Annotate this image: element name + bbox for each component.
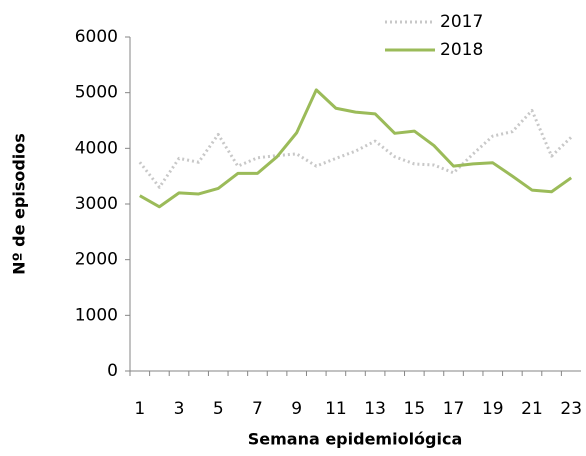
y-tick-label: 4000 — [75, 138, 118, 158]
y-axis-label: Nº de episodios — [10, 133, 29, 275]
x-tick-label: 5 — [213, 399, 224, 419]
series-line — [139, 88, 573, 209]
x-tick-label: 7 — [252, 399, 263, 419]
y-tick-label: 1000 — [75, 305, 118, 325]
x-tick-label: 1 — [134, 399, 145, 419]
x-tick-label: 13 — [364, 399, 386, 419]
y-tick-label: 0 — [107, 361, 118, 381]
x-tick-label: 19 — [482, 399, 504, 419]
x-axis-label: Semana epidemiológica — [248, 430, 463, 449]
y-tick-label: 2000 — [75, 250, 118, 270]
y-tick-label: 6000 — [75, 27, 118, 47]
series-line — [138, 108, 573, 189]
x-tick-label: 9 — [291, 399, 302, 419]
x-tick-label: 23 — [560, 399, 582, 419]
y-tick-label: 3000 — [75, 194, 118, 214]
legend-label: 2018 — [440, 40, 483, 60]
legend-label: 2017 — [440, 12, 483, 32]
x-tick-label: 21 — [521, 399, 543, 419]
x-tick-label: 15 — [404, 399, 426, 419]
x-tick-label: 3 — [174, 399, 185, 419]
y-tick-label: 5000 — [75, 83, 118, 103]
x-tick-label: 17 — [443, 399, 465, 419]
x-tick-label: 11 — [325, 399, 347, 419]
